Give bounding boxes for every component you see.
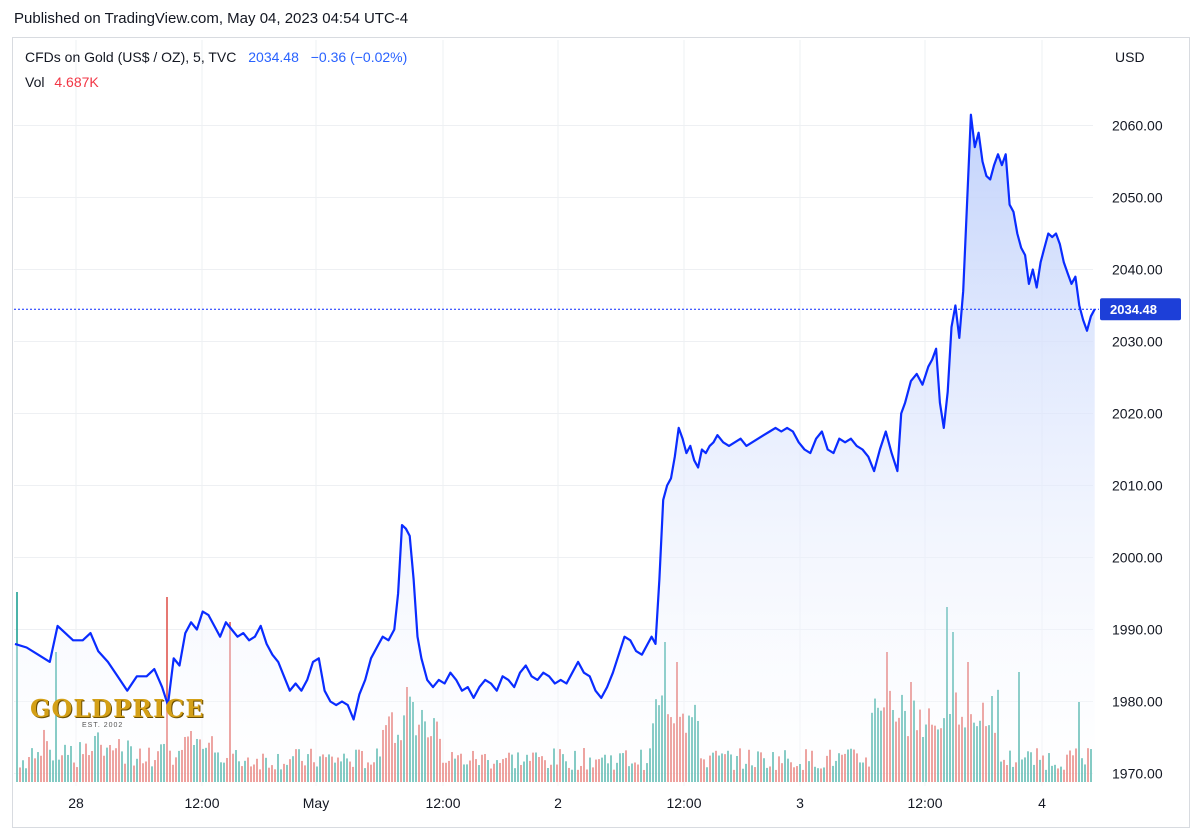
y-tick-label: 1990.00: [1112, 622, 1163, 638]
chart-frame: [12, 37, 1190, 828]
price-area-fill: [15, 114, 1095, 786]
y-tick-label: 2000.00: [1112, 550, 1163, 566]
x-tick-label: 12:00: [666, 795, 701, 811]
y-tick-label: 2040.00: [1112, 262, 1163, 278]
x-tick-label: 12:00: [425, 795, 460, 811]
x-tick-label: 12:00: [907, 795, 942, 811]
goldprice-logo: GOLDPRICE: [30, 694, 205, 723]
published-caption: Published on TradingView.com, May 04, 20…: [14, 10, 409, 27]
x-tick-label: 3: [796, 795, 804, 811]
price-change-value: −0.36 (−0.02%): [310, 49, 408, 65]
volume-value: 4.687K: [54, 74, 99, 90]
y-tick-label: 2030.00: [1112, 334, 1163, 350]
currency-label: USD: [1115, 49, 1145, 65]
last-price-tag-label: 2034.48: [1110, 302, 1157, 317]
y-tick-label: 1980.00: [1112, 694, 1163, 710]
x-tick-label: 28: [68, 795, 84, 811]
y-tick-label: 1970.00: [1112, 766, 1163, 782]
y-tick-label: 2060.00: [1112, 118, 1163, 134]
symbol-label[interactable]: CFDs on Gold (US$ / OZ), 5, TVC: [25, 49, 237, 65]
x-tick-label: May: [303, 795, 329, 811]
x-tick-label: 4: [1038, 795, 1046, 811]
volume-bar: [166, 597, 168, 782]
y-tick-label: 2020.00: [1112, 406, 1163, 422]
x-tick-label: 2: [554, 795, 562, 811]
y-tick-label: 2050.00: [1112, 190, 1163, 206]
volume-legend: Vol 4.687K: [25, 74, 99, 90]
goldprice-logo-sub: EST. 2002: [82, 722, 124, 729]
y-tick-label: 2010.00: [1112, 478, 1163, 494]
x-tick-label: 12:00: [184, 795, 219, 811]
last-price-value: 2034.48: [248, 49, 299, 65]
volume-label: Vol: [25, 74, 45, 90]
last-price-tag: 2034.48: [1100, 298, 1181, 321]
chart-legend: CFDs on Gold (US$ / OZ), 5, TVC 2034.48 …: [25, 49, 407, 65]
price-series-line: [14, 113, 1096, 721]
